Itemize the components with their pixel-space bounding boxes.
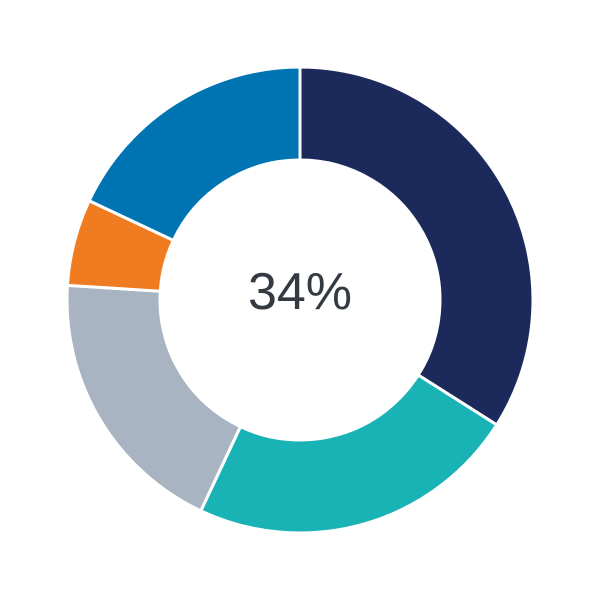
donut-slice-3 [65, 283, 243, 513]
donut-slice-1 [298, 65, 535, 427]
donut-slice-5 [87, 65, 302, 243]
donut-slice-2 [198, 372, 499, 535]
center-label: 34% [247, 263, 353, 321]
